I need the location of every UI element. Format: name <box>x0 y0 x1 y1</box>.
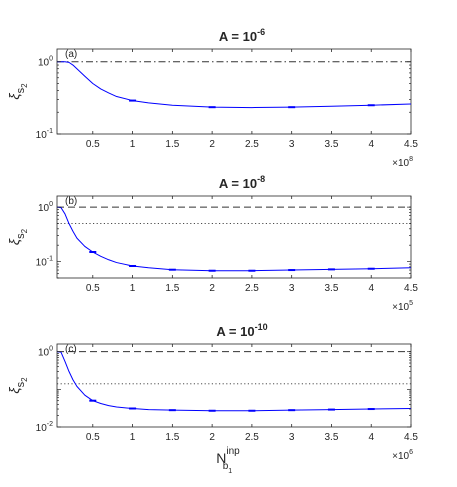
chart-panel-2: 0.5 1 1.5 2 2.5 3 3.5 4 4.5 100 10-1 (b) A = 10-8 ξs2… <box>6 174 418 313</box>
axes-box <box>56 343 412 428</box>
x-tick-label: 3.5 <box>324 283 338 294</box>
x-tick-label: 4 <box>368 432 374 443</box>
x-tick-label: 4 <box>368 139 374 150</box>
x-tick-label: 2 <box>209 283 215 294</box>
x-tick-label: 1 <box>130 139 136 150</box>
chart-panel-1: 0.5 1 1.5 2 2.5 3 3.5 4 4.5 100 10-1 (a) A = 10-6 ξs2… <box>6 27 418 169</box>
x-tick-label: 0.5 <box>86 283 100 294</box>
x-tick-label: 0.5 <box>86 432 100 443</box>
panel-label: (c) <box>65 344 77 355</box>
y-tick-label: 100 <box>38 346 53 359</box>
series-line <box>57 61 412 109</box>
x-tick-label: 4.5 <box>404 139 418 150</box>
y-axis-label: ξs2 <box>6 228 29 245</box>
chart-title: A = 10-6 <box>219 27 265 44</box>
y-tick-label: 10-1 <box>36 128 53 141</box>
x-tick-label: 4.5 <box>404 432 418 443</box>
x-multiplier: ×106 <box>392 449 413 462</box>
x-tick-label: 1.5 <box>165 432 179 443</box>
x-tick-label: 3 <box>289 432 295 443</box>
y-axis-label: ξs2 <box>6 83 29 100</box>
series-line <box>56 351 412 412</box>
axes-box <box>56 48 412 135</box>
y-tick-label: 100 <box>38 56 53 69</box>
chart-panel-3: 0.5 1 1.5 2 2.5 3 3.5 4 4.5 100 10-2 (c) A = 10-10 ξs… <box>6 322 418 475</box>
x-tick-label: 3.5 <box>324 432 338 443</box>
x-multiplier: ×105 <box>392 300 413 313</box>
y-axis-label: ξs2 <box>6 377 29 394</box>
x-tick-label: 4.5 <box>404 283 418 294</box>
series-line <box>56 206 412 272</box>
chart-title: A = 10-10 <box>216 322 267 339</box>
x-tick-label: 1.5 <box>165 139 179 150</box>
x-tick-label: 0.5 <box>86 139 100 150</box>
y-tick-label: 100 <box>38 201 53 214</box>
x-tick-label: 3 <box>289 283 295 294</box>
x-tick-label: 2.5 <box>245 432 259 443</box>
y-tick-label: 10-1 <box>36 256 53 269</box>
y-tick-label: 10-2 <box>36 421 53 434</box>
x-tick-label: 1.5 <box>165 283 179 294</box>
x-tick-label: 2.5 <box>245 283 259 294</box>
x-axis-label: Ninp b1 <box>216 446 240 475</box>
x-multiplier: ×108 <box>392 156 413 169</box>
x-tick-label: 1 <box>130 432 136 443</box>
x-tick-label: 3 <box>289 139 295 150</box>
x-tick-label: 4 <box>368 283 374 294</box>
panel-label: (a) <box>65 49 77 60</box>
x-tick-label: 3.5 <box>324 139 338 150</box>
x-tick-label: 2 <box>209 432 215 443</box>
x-tick-label: 2 <box>209 139 215 150</box>
x-tick-label: 2.5 <box>245 139 259 150</box>
axes-box <box>56 195 412 279</box>
chart-title: A = 10-8 <box>219 174 265 191</box>
x-tick-label: 1 <box>130 283 136 294</box>
panel-label: (b) <box>65 196 77 207</box>
